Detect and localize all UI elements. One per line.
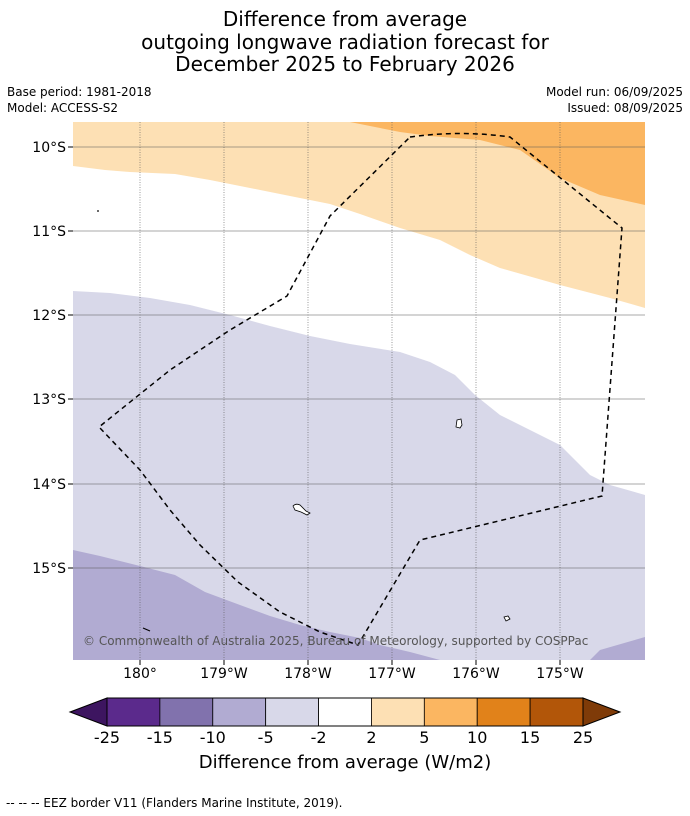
lat-label-11s: 11°S	[32, 224, 66, 240]
colorbar-tick-label: 5	[419, 728, 430, 747]
base-period: Base period: 1981-2018	[7, 85, 152, 99]
lat-label-13s: 13°S	[32, 392, 66, 408]
title-line-1: Difference from average	[222, 7, 468, 31]
lon-label-180: 180°	[123, 666, 157, 682]
copyright-notice: © Commonwealth of Australia 2025, Bureau…	[83, 634, 588, 648]
lon-label-175w: 175°W	[536, 666, 584, 682]
island-west	[292, 503, 311, 516]
model-name: Model: ACCESS-S2	[7, 101, 119, 115]
colorbar-segment	[423, 697, 478, 727]
map-title: Difference from average outgoing longwav…	[0, 8, 690, 76]
anomaly-region-plus2-5	[73, 122, 645, 308]
model-run: Model run: 06/09/2025	[545, 85, 683, 99]
lat-label-15s: 15°S	[32, 561, 66, 577]
longitude-gridlines	[139, 122, 561, 660]
anomaly-region-plus5-10	[350, 122, 645, 205]
reef-southwest	[142, 627, 151, 632]
map-area: © Commonwealth of Australia 2025, Bureau…	[73, 122, 645, 660]
colorbar-tick-label: -15	[146, 728, 173, 747]
meta-right: Model run: 06/09/2025 Issued: 08/09/2025	[546, 84, 683, 116]
island-southeast	[503, 615, 511, 622]
lat-label-12s: 12°S	[32, 308, 66, 324]
colorbar	[68, 697, 622, 727]
lon-label-177w: 177°W	[368, 666, 416, 682]
island-east	[455, 418, 463, 429]
colorbar-tick-label: -10	[199, 728, 226, 747]
lon-label-179w: 179°W	[200, 666, 248, 682]
colorbar-label: Difference from average (W/m2)	[198, 752, 492, 773]
colorbar-tick-label: 10	[467, 728, 488, 747]
title-line-2: outgoing longwave radiation forecast for	[141, 29, 549, 54]
meta-left: Base period: 1981-2018 Model: ACCESS-S2	[7, 84, 152, 116]
colorbar-segment	[529, 697, 584, 727]
colorbar-tick-label: 15	[519, 728, 541, 747]
lat-label-10s: 10°S	[32, 140, 66, 156]
colorbar-tick-label: 2	[366, 728, 377, 747]
colorbar-segment	[318, 697, 372, 727]
anomaly-region-minus5-10	[73, 550, 440, 660]
colorbar-segments	[106, 697, 584, 727]
colorbar-segment	[265, 697, 319, 727]
latitude-gridlines	[73, 146, 645, 569]
colorbar-segment	[371, 697, 425, 727]
colorbar-min-arrow	[68, 697, 108, 727]
colorbar-tick-label: -2	[310, 728, 327, 747]
islet-northwest	[97, 210, 99, 212]
lat-ticks	[68, 146, 73, 569]
colorbar-tick-label: 25	[572, 728, 594, 747]
title-line-3: December 2025 to February 2026	[175, 52, 515, 76]
issued-date: Issued: 08/09/2025	[567, 101, 683, 115]
lon-label-176w: 176°W	[452, 666, 500, 682]
colorbar-tick-label: -5	[257, 728, 274, 747]
lon-ticks	[139, 660, 561, 665]
colorbar-segment	[106, 697, 161, 727]
lon-label-178w: 178°W	[284, 666, 332, 682]
anomaly-region-minus5-10-east	[590, 637, 645, 660]
colorbar-segment	[159, 697, 214, 727]
colorbar-segment	[212, 697, 267, 727]
lat-label-14s: 14°S	[32, 477, 66, 493]
eez-border	[97, 132, 623, 646]
colorbar-tick-label: -25	[93, 728, 121, 747]
colorbar-max-arrow	[582, 697, 622, 727]
colorbar-segment	[476, 697, 531, 727]
colorbar-frame	[106, 697, 584, 727]
eez-legend-note: -- -- -- EEZ border V11 (Flanders Marine…	[6, 796, 343, 810]
